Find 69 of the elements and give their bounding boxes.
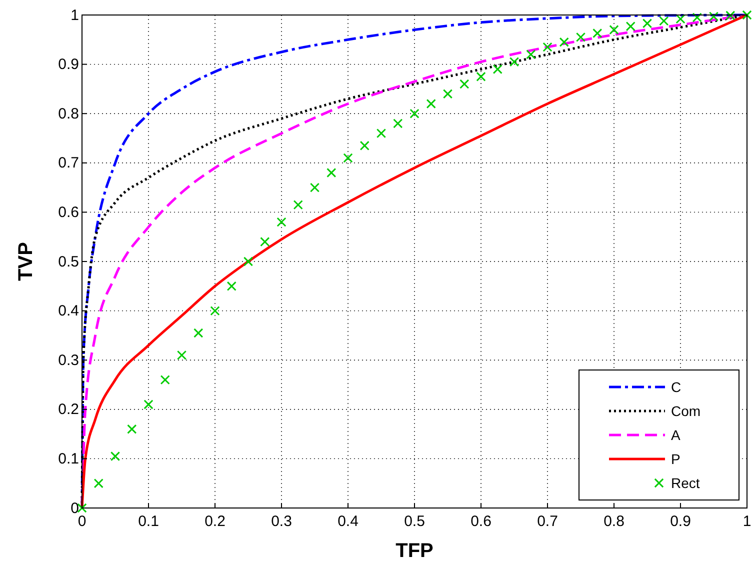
point	[376, 128, 386, 138]
y-tick-label: 0.1	[58, 450, 79, 468]
point	[210, 306, 220, 316]
point	[509, 57, 520, 67]
point	[642, 18, 652, 28]
point	[144, 400, 154, 410]
point	[626, 22, 636, 32]
point	[676, 14, 686, 24]
point	[243, 256, 254, 266]
x-tick-label: 0.2	[204, 513, 226, 530]
point	[460, 79, 470, 89]
point	[194, 328, 204, 338]
x-tick-label: 0.9	[670, 513, 691, 530]
point	[708, 12, 719, 22]
point	[176, 350, 187, 360]
point	[426, 98, 436, 109]
legend-label: C	[671, 379, 682, 395]
y-tick-label: 0.5	[58, 253, 79, 270]
legend-label: Rect	[671, 475, 700, 491]
point	[293, 200, 303, 210]
point	[492, 64, 502, 74]
x-tick-label: 1	[742, 513, 752, 530]
y-tick-label: 0.2	[58, 401, 79, 418]
point	[542, 42, 552, 52]
line-series	[80, 14, 748, 510]
point	[442, 89, 453, 99]
x-tick-label: 0.1	[138, 513, 159, 530]
point	[526, 50, 536, 60]
legend-label: P	[671, 451, 680, 467]
point	[310, 182, 320, 192]
x-tick-label: 0.3	[271, 513, 292, 530]
point	[260, 236, 270, 247]
point	[692, 12, 702, 22]
point	[659, 16, 669, 26]
y-tick-label: 0.4	[58, 302, 79, 320]
point	[726, 10, 736, 20]
legend-label: Com	[671, 403, 701, 419]
y-tick-label: 0.9	[58, 56, 79, 74]
point	[226, 281, 236, 291]
point	[326, 168, 336, 178]
x-tick-label: 0.6	[470, 513, 492, 530]
point	[559, 37, 569, 47]
point	[609, 24, 619, 35]
point	[343, 153, 353, 163]
x-tick-label: 0.7	[537, 513, 558, 530]
point	[742, 10, 752, 20]
y-tick-label: 0.6	[58, 204, 79, 221]
point	[476, 72, 486, 82]
y-tick-label: 1	[70, 6, 79, 24]
y-tick-label: 0.7	[58, 154, 79, 172]
x-tick-label: 0.8	[604, 513, 624, 530]
x-tick-label: 0.4	[338, 513, 358, 530]
point	[576, 32, 586, 42]
point	[276, 217, 286, 227]
point	[592, 28, 602, 38]
point	[360, 140, 370, 150]
point	[127, 424, 137, 434]
y-tick-label: 0.3	[58, 352, 79, 369]
point	[393, 118, 403, 128]
x-tick-label: 0.5	[404, 513, 425, 530]
point	[410, 108, 420, 118]
point	[94, 478, 104, 488]
x-axis-title: TFP	[396, 540, 434, 562]
y-tick-label: 0.8	[58, 105, 79, 122]
y-axis-title: TVP	[15, 242, 37, 281]
y-tick-label: 0	[70, 500, 79, 517]
point	[160, 374, 170, 385]
legend-label: A	[671, 427, 681, 443]
point	[110, 451, 120, 462]
